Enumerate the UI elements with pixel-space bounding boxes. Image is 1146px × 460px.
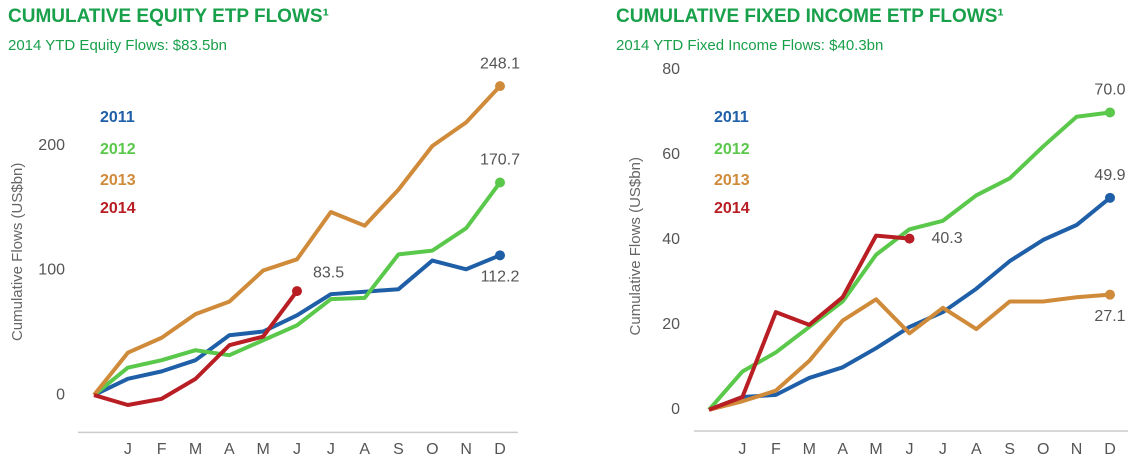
y-tick-label: 20	[662, 316, 680, 333]
end-marker	[495, 177, 505, 188]
x-tick-label: M	[803, 441, 816, 458]
x-tick-label: J	[327, 441, 335, 458]
value-label: 170.7	[480, 152, 520, 169]
x-tick-label: J	[939, 441, 947, 458]
legend-label: 2012	[100, 141, 136, 158]
x-tick-label: O	[1037, 441, 1049, 458]
x-tick-label: J	[124, 441, 132, 458]
value-label: 49.9	[1094, 167, 1125, 184]
y-tick-label: 60	[662, 146, 680, 163]
series-line	[708, 196, 1112, 412]
legend-label: 2011	[100, 109, 135, 126]
x-tick-label: A	[224, 441, 235, 458]
chart-subtitle: 2014 YTD Equity Flows: $83.5bn	[8, 37, 227, 54]
series-line	[708, 292, 1111, 412]
y-tick-label: 0	[56, 386, 65, 403]
legend-label: 2013	[714, 172, 750, 189]
x-tick-label: N	[460, 441, 472, 458]
end-marker	[1105, 107, 1115, 118]
series-line	[93, 253, 501, 397]
legend-label: 2014	[714, 200, 750, 217]
value-label: 27.1	[1094, 308, 1125, 325]
series-line	[93, 289, 299, 408]
y-axis-label: Cumulative Flows (US$bn)	[627, 157, 644, 335]
end-marker	[1105, 192, 1115, 203]
x-tick-label: A	[837, 441, 848, 458]
y-tick-label: 80	[662, 61, 680, 78]
series-line	[707, 110, 1111, 412]
x-tick-label: S	[1004, 441, 1015, 458]
x-tick-label: M	[189, 441, 202, 458]
end-marker	[495, 81, 505, 92]
value-label: 112.2	[481, 269, 520, 286]
x-tick-label: A	[359, 441, 370, 458]
end-marker	[495, 250, 505, 261]
x-tick-label: M	[869, 441, 882, 458]
y-axis-label: Cumulative Flows (US$bn)	[9, 163, 26, 341]
x-tick-label: D	[494, 441, 506, 458]
series-line	[92, 181, 502, 397]
y-tick-label: 200	[38, 137, 65, 154]
value-label: 83.5	[313, 264, 344, 281]
value-label: 70.0	[1094, 82, 1125, 99]
x-tick-label: M	[257, 441, 270, 458]
y-tick-label: 0	[671, 401, 680, 418]
end-marker	[292, 286, 302, 297]
x-tick-label: O	[426, 441, 438, 458]
chart-subtitle: 2014 YTD Fixed Income Flows: $40.3bn	[616, 37, 883, 54]
x-tick-label: F	[771, 441, 781, 458]
x-tick-label: S	[393, 441, 404, 458]
legend-label: 2012	[714, 141, 750, 158]
end-marker	[904, 233, 915, 244]
x-tick-label: J	[738, 441, 746, 458]
legend-label: 2013	[100, 172, 136, 189]
y-tick-label: 40	[662, 231, 680, 248]
value-label: 40.3	[932, 230, 963, 247]
series-line	[708, 233, 910, 412]
x-tick-label: J	[293, 441, 301, 458]
series-line	[92, 84, 502, 397]
chart-title: CUMULATIVE EQUITY ETP FLOWS¹	[8, 6, 329, 27]
end-marker	[1105, 289, 1115, 300]
x-tick-label: N	[1071, 441, 1083, 458]
legend-label: 2011	[714, 109, 749, 126]
y-tick-label: 100	[38, 262, 65, 279]
chart-title: CUMULATIVE FIXED INCOME ETP FLOWS¹	[616, 6, 1004, 27]
value-label: 248.1	[480, 55, 520, 72]
x-tick-label: J	[906, 441, 914, 458]
x-tick-label: A	[971, 441, 982, 458]
x-tick-label: F	[157, 441, 167, 458]
legend-label: 2014	[100, 200, 136, 217]
x-tick-label: D	[1104, 441, 1116, 458]
